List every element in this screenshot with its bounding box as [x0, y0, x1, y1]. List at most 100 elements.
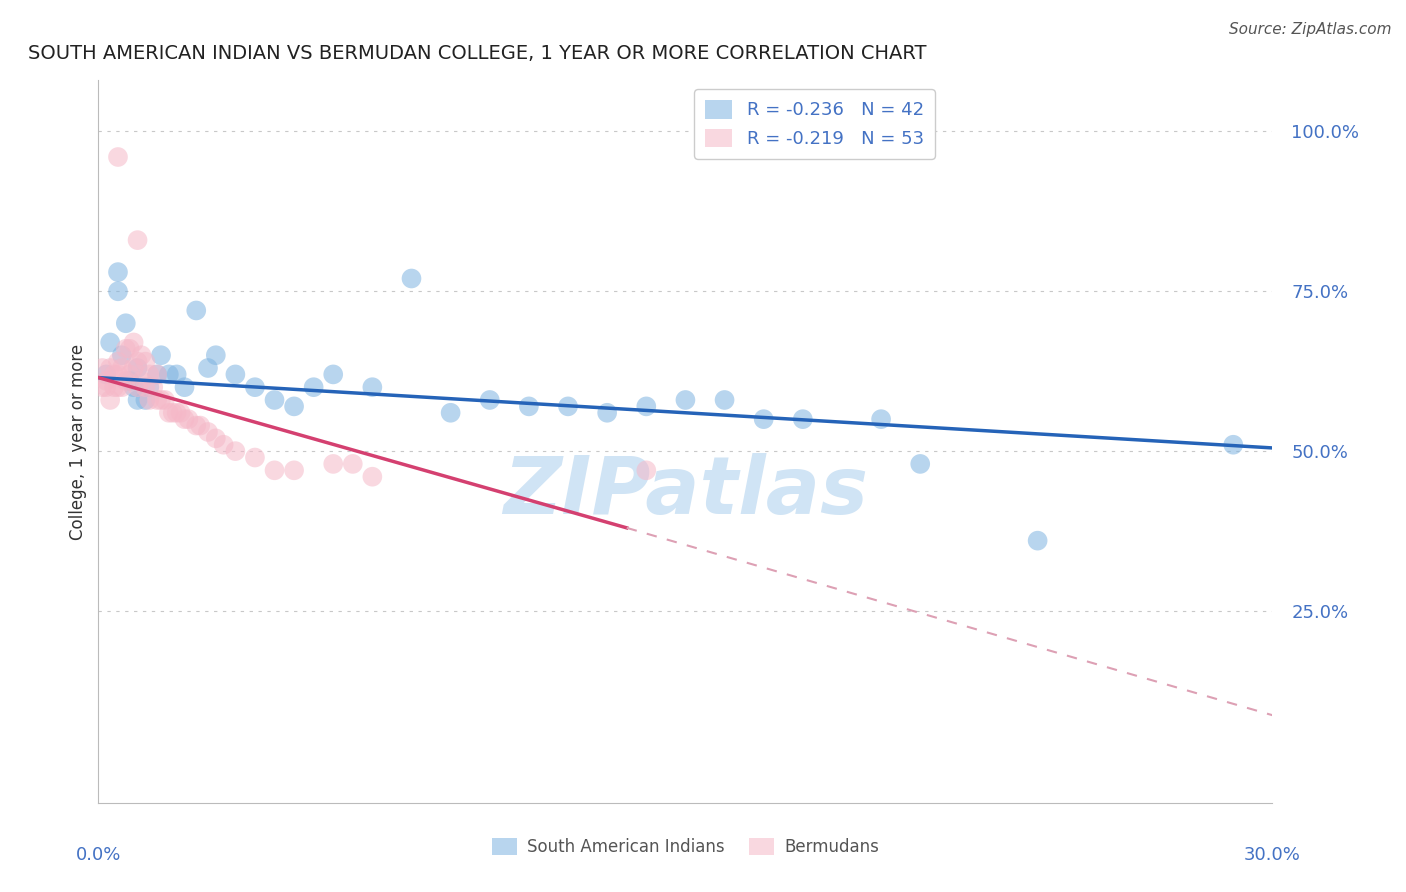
Point	[96, 374, 118, 388]
Text: Source: ZipAtlas.com: Source: ZipAtlas.com	[1229, 22, 1392, 37]
Point	[186, 303, 208, 318]
Point	[169, 406, 191, 420]
Point	[177, 412, 200, 426]
Point	[557, 400, 579, 414]
Point	[118, 368, 141, 382]
Point	[103, 368, 125, 382]
Point	[103, 380, 125, 394]
Text: 0.0%: 0.0%	[76, 847, 121, 864]
Y-axis label: College, 1 year or more: College, 1 year or more	[69, 343, 87, 540]
Point	[361, 469, 384, 483]
Point	[224, 368, 246, 382]
Point	[263, 463, 285, 477]
Point	[197, 361, 219, 376]
Point	[157, 368, 180, 382]
Point	[146, 392, 169, 407]
Point	[131, 348, 153, 362]
Point	[127, 380, 149, 394]
Point	[127, 392, 149, 407]
Point	[752, 412, 775, 426]
Point	[675, 392, 697, 407]
Text: ZIPatlas: ZIPatlas	[503, 453, 868, 531]
Point	[111, 380, 134, 394]
Point	[138, 392, 160, 407]
Point	[186, 418, 208, 433]
Point	[166, 368, 188, 382]
Point	[150, 392, 173, 407]
Point	[1026, 533, 1049, 548]
Point	[98, 392, 121, 407]
Point	[197, 425, 219, 439]
Point	[596, 406, 619, 420]
Point	[1222, 438, 1244, 452]
Point	[96, 380, 118, 394]
Point	[134, 380, 156, 394]
Point	[114, 316, 136, 330]
Text: 30.0%: 30.0%	[1244, 847, 1301, 864]
Point	[91, 361, 114, 376]
Point	[302, 380, 325, 394]
Point	[322, 457, 344, 471]
Point	[131, 374, 153, 388]
Point	[342, 457, 364, 471]
Point	[122, 380, 145, 394]
Point	[118, 342, 141, 356]
Point	[138, 368, 160, 382]
Point	[134, 354, 156, 368]
Point	[153, 392, 176, 407]
Point	[792, 412, 814, 426]
Point	[122, 361, 145, 376]
Point	[322, 368, 344, 382]
Point	[173, 380, 195, 394]
Point	[870, 412, 893, 426]
Point	[111, 348, 134, 362]
Point	[107, 368, 129, 382]
Point	[96, 368, 118, 382]
Point	[127, 361, 149, 376]
Point	[205, 431, 228, 445]
Point	[243, 450, 266, 465]
Point	[173, 412, 195, 426]
Point	[361, 380, 384, 394]
Point	[401, 271, 423, 285]
Point	[107, 265, 129, 279]
Point	[517, 400, 540, 414]
Point	[205, 348, 228, 362]
Point	[118, 374, 141, 388]
Point	[243, 380, 266, 394]
Point	[166, 406, 188, 420]
Point	[142, 380, 165, 394]
Point	[439, 406, 461, 420]
Point	[114, 374, 136, 388]
Point	[107, 354, 129, 368]
Point	[283, 400, 305, 414]
Point	[146, 368, 169, 382]
Point	[134, 392, 156, 407]
Point	[111, 361, 134, 376]
Point	[188, 418, 211, 433]
Point	[122, 335, 145, 350]
Point	[91, 380, 114, 394]
Text: SOUTH AMERICAN INDIAN VS BERMUDAN COLLEGE, 1 YEAR OR MORE CORRELATION CHART: SOUTH AMERICAN INDIAN VS BERMUDAN COLLEG…	[28, 45, 927, 63]
Point	[162, 406, 184, 420]
Point	[478, 392, 501, 407]
Point	[636, 400, 658, 414]
Point	[138, 380, 160, 394]
Legend: South American Indians, Bermudans: South American Indians, Bermudans	[485, 831, 886, 863]
Point	[212, 438, 235, 452]
Point	[224, 444, 246, 458]
Point	[107, 150, 129, 164]
Point	[127, 233, 149, 247]
Point	[636, 463, 658, 477]
Point	[98, 361, 121, 376]
Point	[150, 348, 173, 362]
Point	[98, 335, 121, 350]
Point	[107, 380, 129, 394]
Point	[910, 457, 932, 471]
Point	[146, 368, 169, 382]
Point	[157, 406, 180, 420]
Point	[263, 392, 285, 407]
Point	[283, 463, 305, 477]
Point	[107, 285, 129, 299]
Point	[127, 354, 149, 368]
